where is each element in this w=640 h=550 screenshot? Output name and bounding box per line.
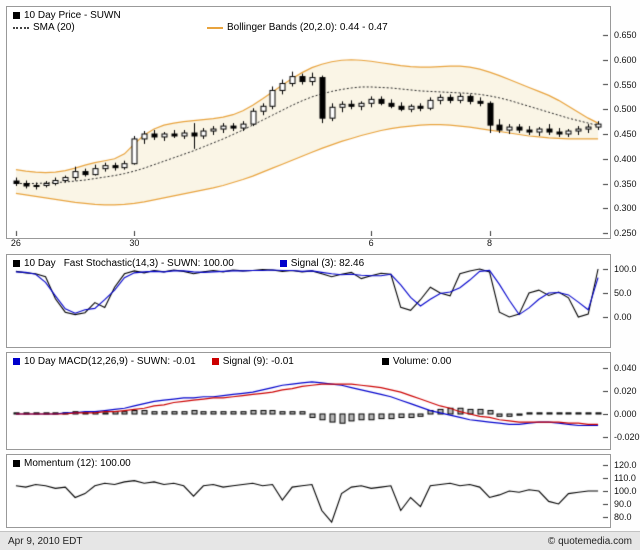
price-panel: 10 Day Price - SUWN SMA (20) Bollinger B… [6,6,611,239]
stochastic-y-tick-label: 0.00 [614,312,632,322]
price-series-label: 10 Day Price - SUWN [24,10,121,21]
price-x-axis: 26 30 6 8 [6,238,609,251]
stochastic-y-tick-label: 50.0 [614,288,632,298]
price-y-axis: 0.650 0.600 0.550 0.500 0.450 0.400 0.350 0.300… [611,6,640,238]
macd-y-tick-label: 0.020 [614,386,637,396]
momentum-y-tick-label: 110.0 [614,473,636,483]
macd-y-axis: 0.040 0.020 0.000 -0.020 [611,352,640,448]
sma-label: SMA (20) [33,22,75,33]
macd-y-tick-label: -0.020 [614,432,640,442]
macd-chart-canvas [7,353,608,447]
macd-signal-marker-icon [211,358,219,365]
sma-legend: SMA (20) [13,22,75,33]
stochastic-signal-marker-icon [279,260,287,267]
momentum-chart-canvas [7,455,608,525]
macd-y-tick-label: 0.000 [614,409,637,419]
momentum-marker-icon [13,460,20,467]
price-y-tick-label: 0.550 [614,79,637,90]
footer-date: Apr 9, 2010 EDT [8,535,83,547]
volume-marker-icon [381,358,389,365]
footer-bar: Apr 9, 2010 EDT © quotemedia.com [0,531,640,550]
bollinger-legend: Bollinger Bands (20,2.0): 0.44 - 0.47 [207,22,388,33]
stochastic-chart-canvas [7,255,608,345]
bollinger-marker-icon [207,26,223,29]
momentum-y-tick-label: 100.0 [614,486,637,496]
stochastic-legend-row: 10 Day Fast Stochastic(14,3) - SUWN: 100… [13,258,364,269]
stochastic-marker-icon [13,260,20,267]
stochastic-period-label: 10 Day [24,258,56,269]
price-y-tick-label: 0.650 [614,30,637,40]
stochastic-panel: 10 Day Fast Stochastic(14,3) - SUWN: 100… [6,254,611,348]
price-y-tick-label: 0.500 [614,104,637,115]
sma-marker-icon [13,26,29,29]
volume-label: Volume: 0.00 [392,356,452,367]
price-legend-row: 10 Day Price - SUWN [13,10,121,21]
price-y-tick-label: 0.300 [614,203,637,214]
momentum-legend-row: Momentum (12): 100.00 [13,458,131,469]
macd-panel: 10 Day MACD(12,26,9) - SUWN: -0.01 Signa… [6,352,611,450]
momentum-y-axis: 120.0 110.0 100.0 90.0 80.0 [611,454,640,526]
price-y-tick-label: 0.250 [614,228,637,238]
momentum-panel: Momentum (12): 100.00 [6,454,611,528]
stochastic-signal-label: Signal (3): 82.46 [290,258,365,269]
macd-signal-label: Signal (9): -0.01 [222,356,294,367]
price-x-tick-label: 6 [368,238,374,248]
momentum-y-tick-label: 90.0 [614,499,632,509]
price-x-tick-label: 8 [487,238,493,248]
macd-legend-row: 10 Day MACD(12,26,9) - SUWN: -0.01 Signa… [13,356,451,367]
macd-series-label: 10 Day MACD(12,26,9) - SUWN: -0.01 [24,356,196,367]
price-y-tick-label: 0.600 [614,54,637,65]
price-y-tick-label: 0.450 [614,129,637,139]
price-series-marker-icon [13,12,20,19]
momentum-y-tick-label: 120.0 [614,460,637,470]
momentum-y-tick-label: 80.0 [614,512,632,522]
price-y-tick-label: 0.400 [614,153,637,164]
macd-marker-icon [13,358,20,365]
footer-credit: © quotemedia.com [547,535,632,547]
stochastic-y-axis: 100.0 50.0 0.00 [611,254,640,346]
stochastic-series-label: Fast Stochastic(14,3) - SUWN: 100.00 [63,258,234,269]
price-chart-canvas [7,7,608,236]
momentum-label: Momentum (12): 100.00 [24,458,131,469]
bollinger-label: Bollinger Bands (20,2.0): 0.44 - 0.47 [227,22,388,33]
price-y-tick-label: 0.350 [614,178,637,189]
macd-y-tick-label: 0.040 [614,363,637,373]
stochastic-y-tick-label: 100.0 [614,264,637,274]
price-x-tick-label: 26 [10,238,21,248]
price-x-tick-label: 30 [129,238,140,248]
